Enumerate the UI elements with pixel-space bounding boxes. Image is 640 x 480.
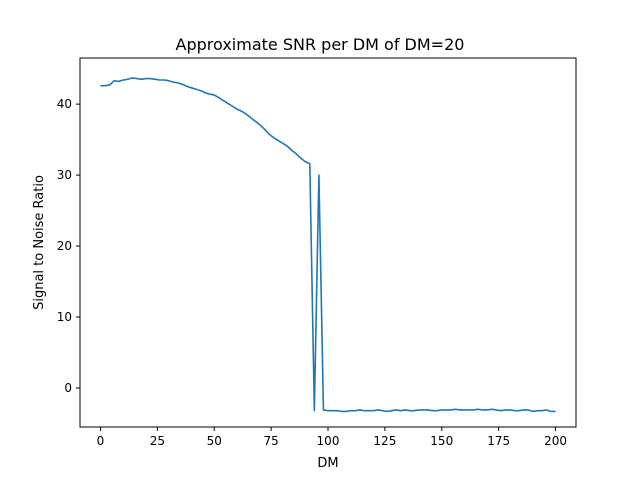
y-tick-label: 0 bbox=[64, 381, 72, 395]
plot-area bbox=[100, 77, 556, 413]
y-tick-label: 40 bbox=[57, 97, 72, 111]
x-tick-label: 200 bbox=[544, 434, 567, 448]
y-tick-label: 30 bbox=[57, 168, 72, 182]
x-tick-label: 175 bbox=[487, 434, 510, 448]
x-tick-label: 25 bbox=[150, 434, 165, 448]
x-tick-label: 75 bbox=[263, 434, 278, 448]
x-tick-label: 100 bbox=[317, 434, 340, 448]
plot-frame bbox=[79, 57, 577, 428]
x-axis-label: DM bbox=[317, 456, 338, 471]
x-tick-label: 125 bbox=[373, 434, 396, 448]
x-tick-label: 50 bbox=[207, 434, 222, 448]
x-tick-label: 150 bbox=[430, 434, 453, 448]
chart-title: Approximate SNR per DM of DM=20 bbox=[176, 35, 465, 54]
x-tick-label: 0 bbox=[97, 434, 105, 448]
axis-ticks: 0 25 50 75 100 125 150 175 200 0 10 20 30 40 bbox=[57, 97, 567, 448]
y-tick-label: 20 bbox=[57, 239, 72, 253]
snr-series-line bbox=[100, 77, 556, 413]
y-axis-label: Signal to Noise Ratio bbox=[32, 175, 47, 310]
y-tick-label: 10 bbox=[57, 310, 72, 324]
